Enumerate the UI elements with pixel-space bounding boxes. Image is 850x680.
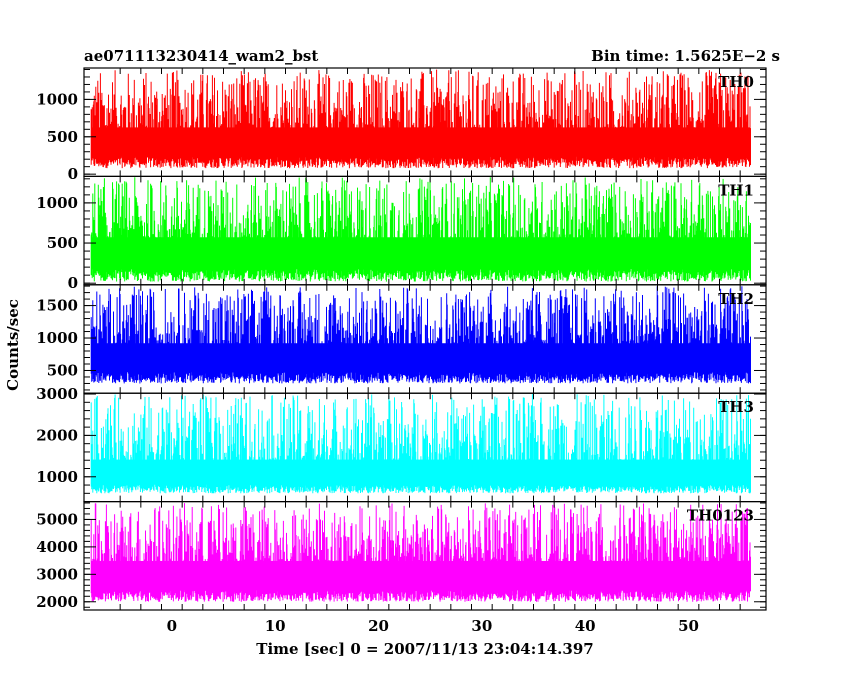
y-tick-label: 1000 — [36, 194, 78, 212]
y-tick-label: 500 — [47, 361, 78, 379]
x-axis-label: Time [sec] 0 = 2007/11/13 23:04:14.397 — [256, 640, 593, 658]
panel-label-th0: TH0 — [718, 73, 754, 91]
x-tick-label: 30 — [471, 617, 492, 635]
x-tick-label: 0 — [167, 617, 177, 635]
y-tick-label: 500 — [47, 128, 78, 146]
panel-label-th1: TH1 — [718, 181, 754, 199]
y-tick-label: 4000 — [36, 538, 78, 556]
x-tick-label: 40 — [575, 617, 596, 635]
series-line-th0 — [90, 69, 751, 169]
y-tick-label: 1000 — [36, 468, 78, 486]
series-line-th2 — [90, 286, 751, 384]
y-tick-label: 2000 — [36, 593, 78, 611]
x-tick-label: 20 — [368, 617, 389, 635]
y-tick-label: 1500 — [36, 297, 78, 315]
y-tick-label: 2000 — [36, 426, 78, 444]
y-tick-label: 3000 — [36, 565, 78, 583]
chart-title-left: ae071113230414_wam2_bst — [84, 47, 318, 65]
panel-th1: 0 500 1000 TH1 — [36, 175, 767, 292]
panel-label-th3: TH3 — [718, 398, 754, 416]
x-tick-label: 10 — [265, 617, 286, 635]
y-tick-label: 3000 — [36, 385, 78, 403]
y-axis-label: Counts/sec — [4, 299, 22, 391]
chart-title-right: Bin time: 1.5625E−2 s — [591, 47, 780, 65]
y-tick-label: 1000 — [36, 90, 78, 108]
series-line-th3 — [90, 394, 751, 494]
series-line-th0123 — [90, 503, 751, 602]
panel-th0: 0 500 1000 TH0 — [36, 67, 767, 183]
panel-label-th2: TH2 — [718, 290, 754, 308]
series-line-th1 — [90, 177, 751, 282]
y-tick-label: 5000 — [36, 510, 78, 528]
panel-th2: 500 1000 1500 TH2 — [36, 284, 767, 394]
y-tick-label: 1000 — [36, 329, 78, 347]
y-tick-label: 0 — [68, 165, 78, 183]
panel-label-th0123: TH0123 — [687, 507, 754, 525]
panel-th0123: 2000 3000 4000 5000 TH0123 — [36, 501, 767, 611]
y-tick-label: 0 — [68, 274, 78, 292]
y-tick-label: 500 — [47, 234, 78, 252]
panel-frame — [83, 501, 767, 611]
x-tick-label: 50 — [678, 617, 699, 635]
panel-th3: 1000 2000 3000 TH3 — [36, 385, 767, 503]
